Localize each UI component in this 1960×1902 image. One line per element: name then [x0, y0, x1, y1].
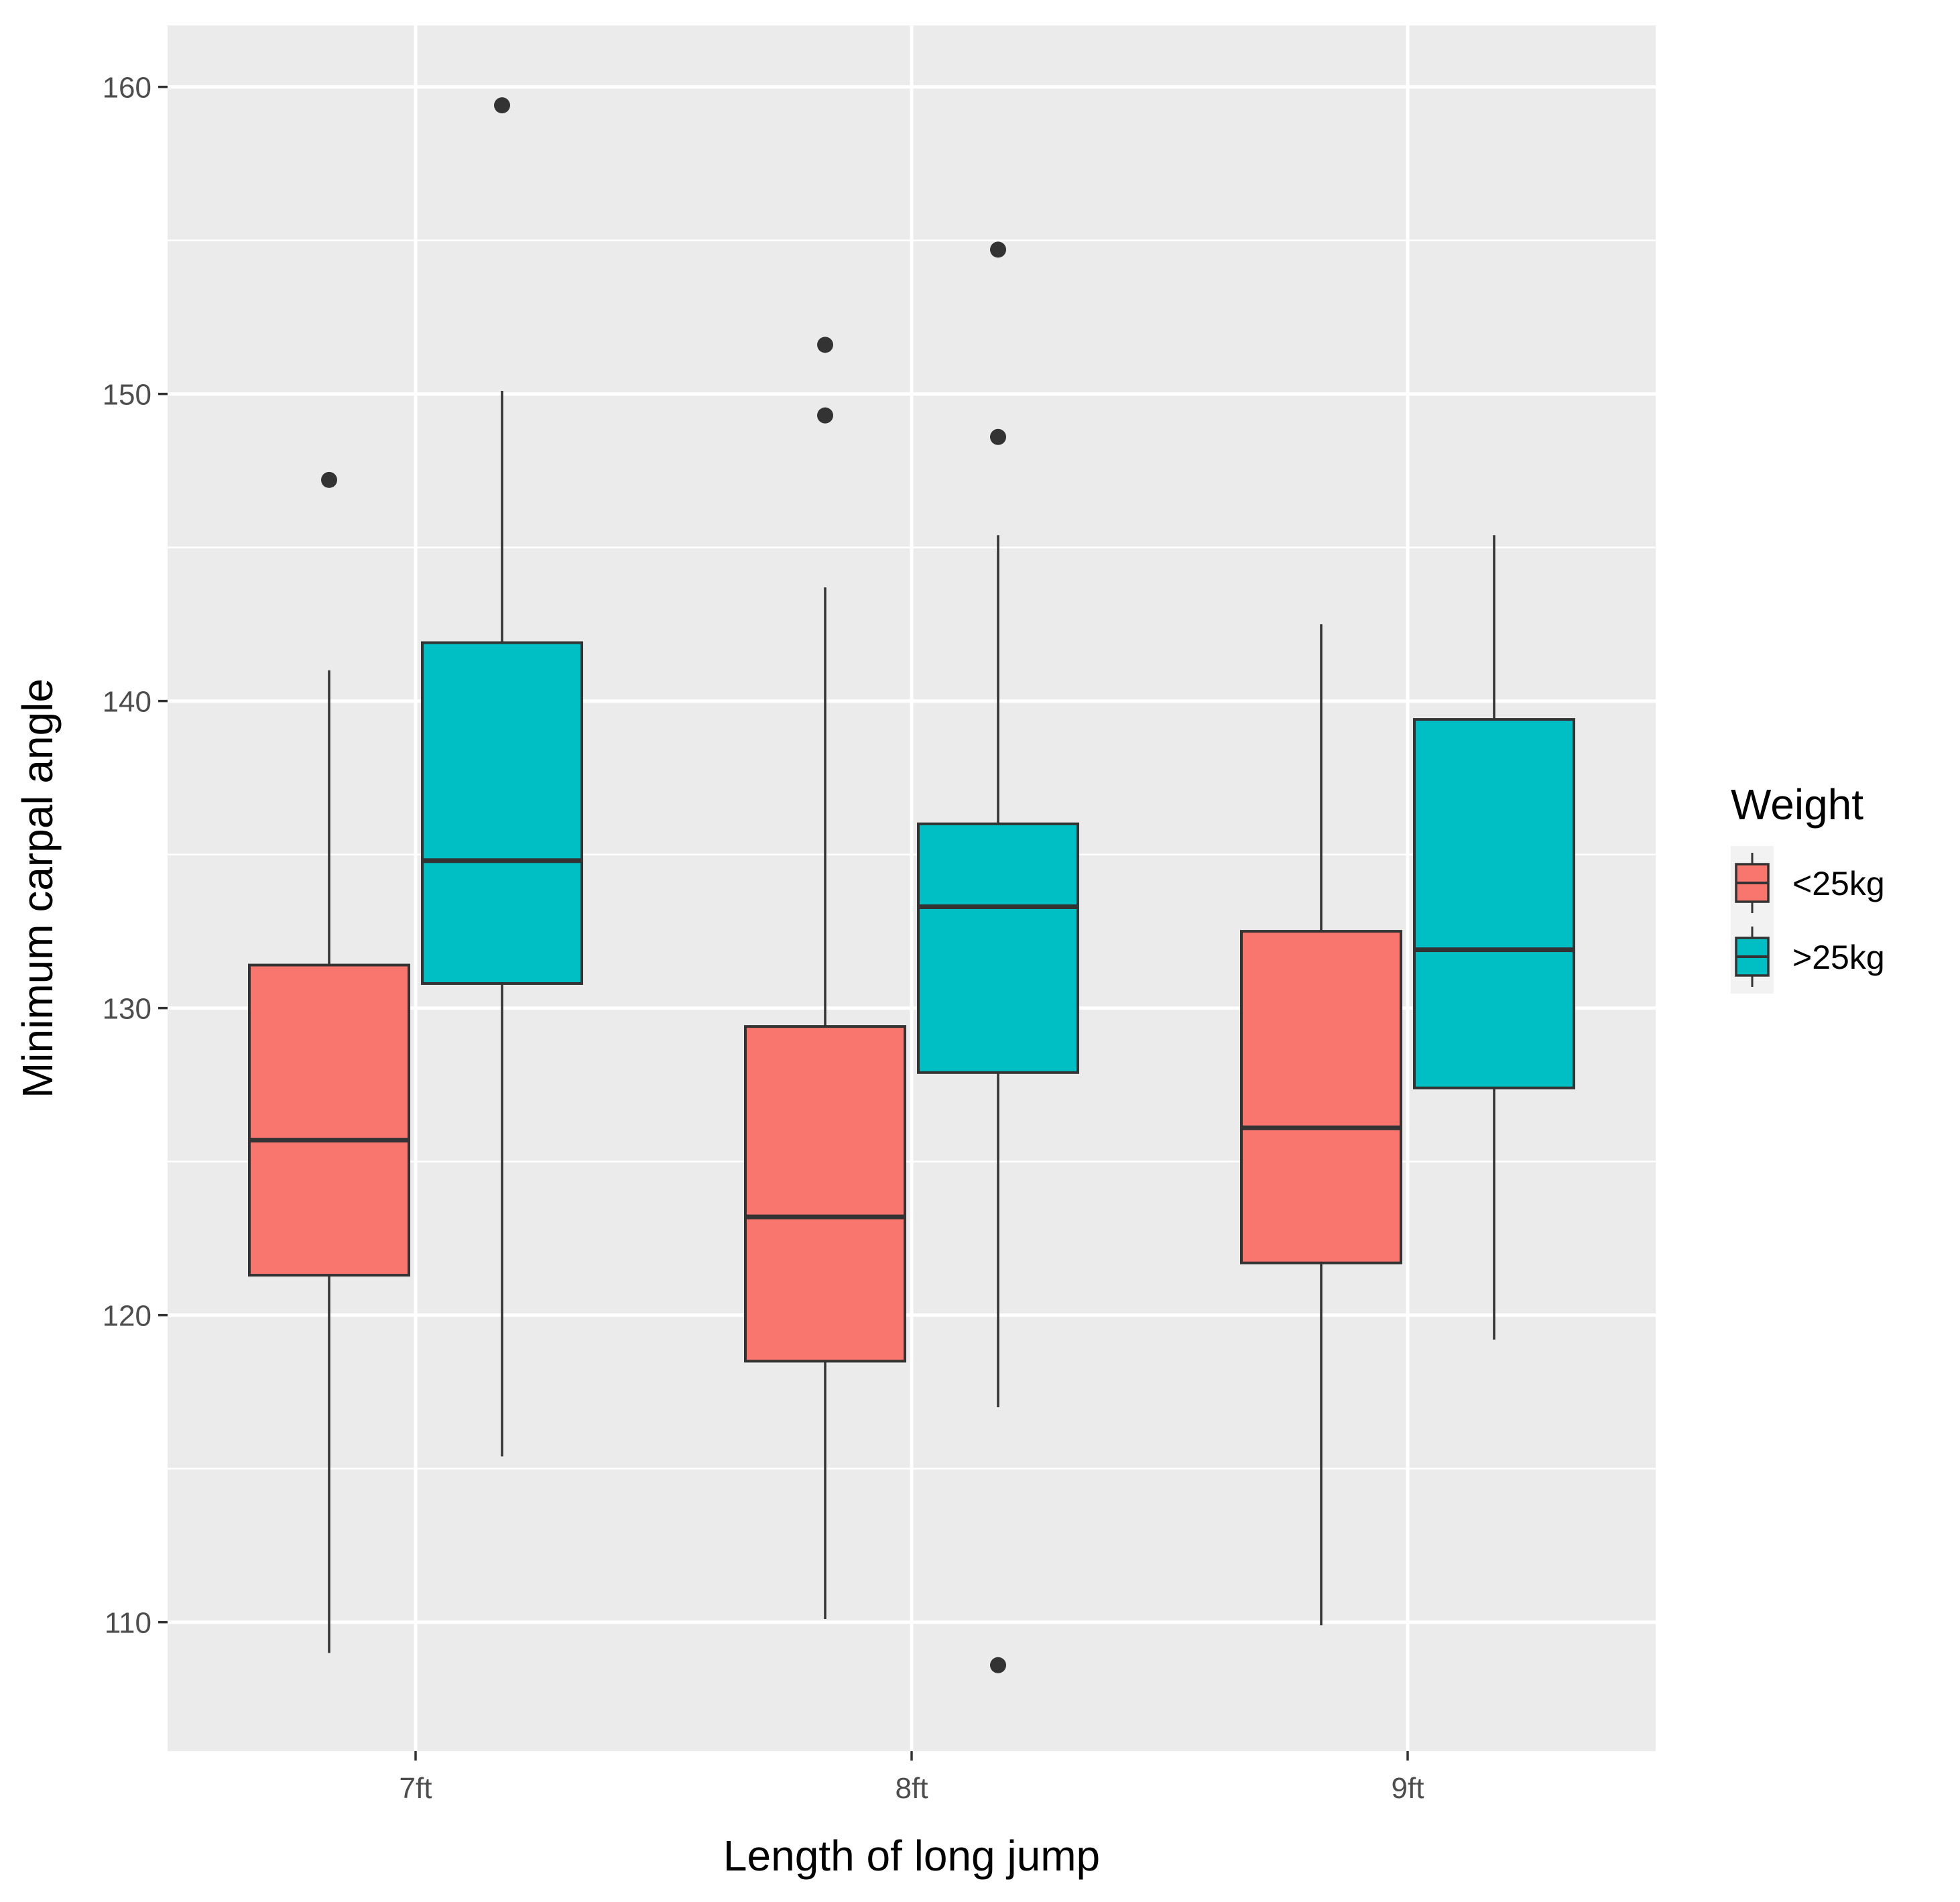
- legend-label: <25kg: [1792, 865, 1885, 902]
- x-tick-label: 8ft: [896, 1772, 928, 1805]
- box->25kg-9ft: [1413, 535, 1575, 1340]
- x-tick-label: 7ft: [400, 1772, 432, 1805]
- box->25kg-7ft: [421, 97, 583, 1457]
- iqr-box: [744, 1025, 906, 1363]
- x-axis: 7ft 8ft 9ft: [400, 1751, 1424, 1805]
- iqr-box: [917, 822, 1079, 1074]
- y-tick-label: 160: [103, 72, 151, 105]
- y-tick-label: 110: [105, 1607, 151, 1640]
- legend-entry->25kg: >25kg: [1731, 920, 1885, 994]
- box-<25kg-8ft: [744, 337, 906, 1620]
- y-tick-label: 150: [103, 379, 151, 412]
- y-tick-label: 140: [103, 686, 151, 719]
- iqr-box: [1240, 930, 1402, 1264]
- box->25kg-8ft: [917, 241, 1079, 1673]
- legend: Weight <25kg >25kg: [1731, 780, 1885, 994]
- box-<25kg-9ft: [1240, 624, 1402, 1626]
- outlier-point: [321, 471, 337, 488]
- outlier-point: [990, 1657, 1006, 1673]
- y-tick-label: 130: [103, 993, 151, 1026]
- outlier-point: [817, 407, 833, 424]
- legend-title: Weight: [1731, 780, 1863, 829]
- outlier-point: [817, 337, 833, 353]
- x-tick-label: 9ft: [1392, 1772, 1424, 1805]
- legend-label: >25kg: [1792, 939, 1885, 976]
- legend-entry-<25kg: <25kg: [1731, 846, 1885, 920]
- box-layer: [248, 97, 1575, 1673]
- outlier-point: [990, 241, 1006, 258]
- y-tick-label: 120: [103, 1300, 151, 1333]
- box-<25kg-7ft: [248, 471, 410, 1653]
- iqr-box: [1413, 718, 1575, 1089]
- major-gridlines: [168, 25, 1656, 1751]
- iqr-box: [421, 641, 583, 985]
- outlier-point: [494, 97, 510, 114]
- x-axis-title: Length of long jump: [723, 1832, 1100, 1880]
- outlier-point: [990, 428, 1006, 445]
- y-axis: 110 120 130 140 150 160: [103, 72, 168, 1640]
- y-axis-title: Minimum carpal angle: [13, 678, 62, 1098]
- iqr-box: [248, 963, 410, 1277]
